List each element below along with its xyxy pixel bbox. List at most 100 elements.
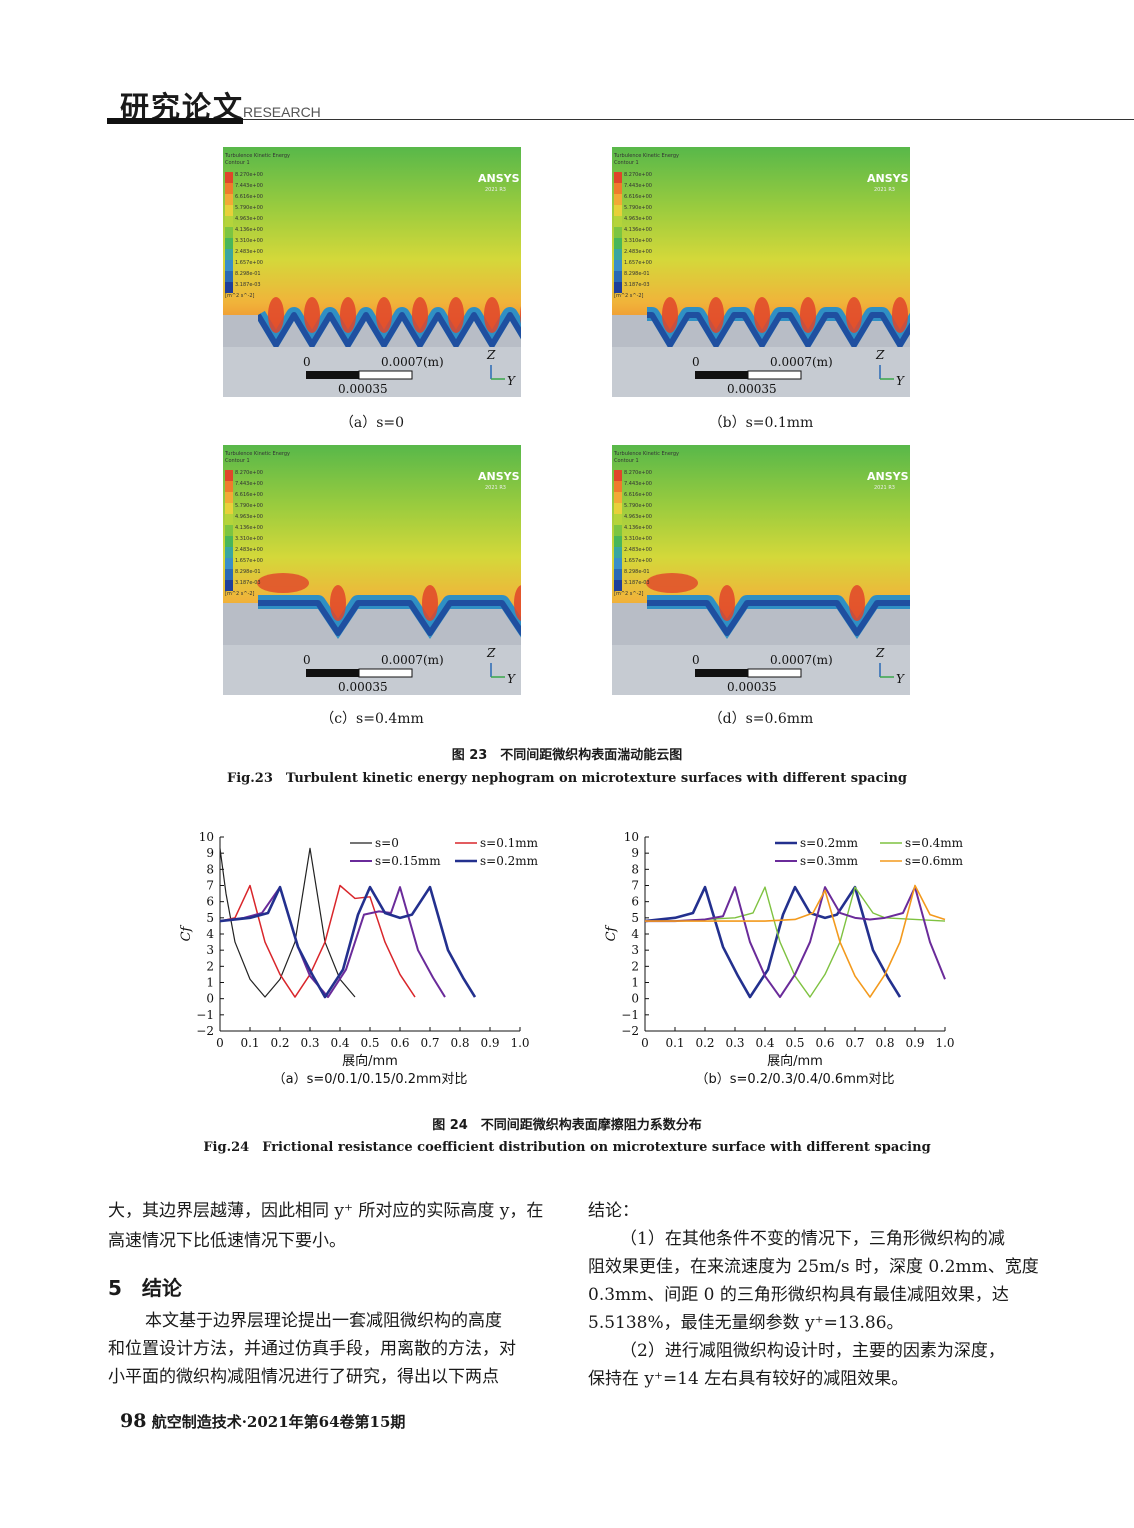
hotspot	[849, 585, 865, 621]
scale-zero: 0	[692, 355, 700, 369]
hotspot	[892, 297, 908, 333]
legend-value: 8.270e+00	[235, 172, 263, 178]
scale-max: 0.0007(m)	[770, 653, 833, 667]
legend-subtitle: Contour 1	[225, 458, 250, 464]
y-tick-label: −2	[621, 1024, 639, 1038]
legend-value: 4.963e+00	[624, 216, 652, 222]
y-tick-label: 4	[631, 927, 639, 941]
legend-value: 4.136e+00	[624, 227, 652, 233]
x-tick-label: 0.2	[270, 1036, 289, 1050]
ansys-version: 2021 R3	[874, 485, 895, 491]
legend-value: 6.616e+00	[624, 194, 652, 200]
left-p1-l2: 高速情况下比低速情况下要小。	[108, 1231, 346, 1251]
x-tick-label: 0.1	[240, 1036, 259, 1050]
legend-value: 7.443e+00	[624, 183, 652, 189]
legend-entry: s=0.6mm	[905, 854, 964, 868]
y-axis-label: Cf	[179, 924, 194, 941]
ansys-version: 2021 R3	[485, 485, 506, 491]
y-tick-label: 8	[631, 862, 639, 876]
journal-name: 航空制造技术·2021年第64卷第15期	[151, 1413, 406, 1431]
fig24-caption-cn: 图 24 不同间距微织构表面摩擦阻力系数分布	[432, 1118, 702, 1133]
legend-value: 3.310e+00	[624, 238, 652, 244]
hotspot	[376, 297, 392, 333]
ansys-version: 2021 R3	[874, 187, 895, 193]
legend-value: 8.298e-01	[624, 569, 650, 575]
hotspot	[514, 585, 521, 621]
hotspot	[662, 297, 678, 333]
legend-value: 8.298e-01	[624, 271, 650, 277]
legend-value: 4.963e+00	[235, 514, 263, 520]
legend-unit: [m^2 s^-2]	[614, 293, 644, 299]
legend-title: Turbulence Kinetic Energy	[613, 451, 679, 457]
hotspot	[754, 297, 770, 333]
ansys-logo: ANSYS	[478, 470, 520, 483]
x-tick-label: 0.8	[875, 1036, 894, 1050]
legend-value: 2.483e+00	[624, 249, 652, 255]
scale-mid: 0.00035	[727, 382, 777, 396]
axis-y-label: Y	[896, 374, 905, 388]
scale-zero: 0	[303, 653, 311, 667]
y-tick-label: −2	[196, 1024, 214, 1038]
left-p2-l2: 和位置设计方法，并通过仿真手段，用离散的方法，对	[108, 1339, 516, 1359]
hotspot	[304, 297, 320, 333]
hotspot	[708, 297, 724, 333]
left-p1-l1: 大，其边界层越薄，因此相同 y⁺ 所对应的实际高度 y，在	[108, 1201, 544, 1221]
legend-value: 6.616e+00	[235, 194, 263, 200]
x-tick-label: 0.2	[695, 1036, 714, 1050]
left-p2-l3: 小平面的微织构减阻情况进行了研究，得出以下两点	[108, 1367, 499, 1387]
legend-value: 2.483e+00	[624, 547, 652, 553]
hotspot	[330, 585, 346, 621]
y-axis-label: Cf	[604, 924, 619, 941]
ansys-logo: ANSYS	[478, 172, 520, 185]
legend-value: 1.657e+00	[235, 260, 263, 266]
hotspot	[719, 585, 735, 621]
legend-value: 3.310e+00	[235, 536, 263, 542]
scale-bar-light	[747, 370, 802, 380]
panel-label: （c）s=0.4mm	[320, 711, 424, 727]
legend-value: 4.136e+00	[235, 227, 263, 233]
x-tick-label: 0.4	[330, 1036, 349, 1050]
legend-value: 6.616e+00	[624, 492, 652, 498]
x-tick-label: 0.6	[815, 1036, 834, 1050]
fig24-caption-en: Fig.24 Frictional resistance coefficient…	[203, 1140, 931, 1155]
x-tick-label: 0.8	[450, 1036, 469, 1050]
right-l6: （2）进行减阻微织构设计时，主要的因素为深度，	[620, 1341, 1005, 1361]
fig23-caption-cn: 图 23 不同间距微织构表面湍动能云图	[451, 748, 683, 763]
x-tick-label: 0.7	[420, 1036, 439, 1050]
hotspot	[846, 297, 862, 333]
y-tick-label: 7	[631, 879, 639, 893]
legend-value: 4.963e+00	[624, 514, 652, 520]
contour-panel: Turbulence Kinetic Energy Contour 1 8.270e…	[612, 147, 910, 397]
right-l7: 保持在 y⁺=14 左右具有较好的减阻效果。	[588, 1369, 909, 1389]
right-l2: （1）在其他条件不变的情况下，三角形微织构的减	[620, 1229, 1005, 1249]
x-tick-label: 0.4	[755, 1036, 774, 1050]
legend-value: 5.790e+00	[624, 503, 652, 509]
right-l4: 0.3mm、间距 0 的三角形微织构具有最佳减阻效果，达	[588, 1285, 1009, 1305]
y-tick-label: 6	[206, 895, 214, 909]
legend-value: 3.187e-03	[235, 282, 261, 288]
legend-value: 4.963e+00	[235, 216, 263, 222]
y-tick-label: 5	[206, 911, 214, 925]
legend-title: Turbulence Kinetic Energy	[224, 451, 290, 457]
legend-value: 3.187e-03	[235, 580, 261, 586]
legend-value: 8.298e-01	[235, 569, 261, 575]
hotspot	[422, 585, 438, 621]
y-tick-label: 1	[631, 976, 639, 990]
y-tick-label: 8	[206, 862, 214, 876]
y-tick-label: 9	[206, 846, 214, 860]
scale-zero: 0	[692, 653, 700, 667]
section-heading: 5 结论	[108, 1276, 182, 1300]
legend-subtitle: Contour 1	[614, 458, 639, 464]
y-tick-label: −1	[196, 1008, 214, 1022]
left-p2-l1: 本文基于边界层理论提出一套减阻微织构的高度	[145, 1311, 502, 1331]
y-tick-label: 7	[206, 879, 214, 893]
panel-label: （d）s=0.6mm	[708, 711, 814, 727]
y-tick-label: 2	[631, 959, 639, 973]
y-tick-label: 10	[624, 830, 639, 844]
legend-value: 5.790e+00	[624, 205, 652, 211]
contour-panel: Turbulence Kinetic Energy Contour 1 8.270e…	[612, 445, 910, 695]
